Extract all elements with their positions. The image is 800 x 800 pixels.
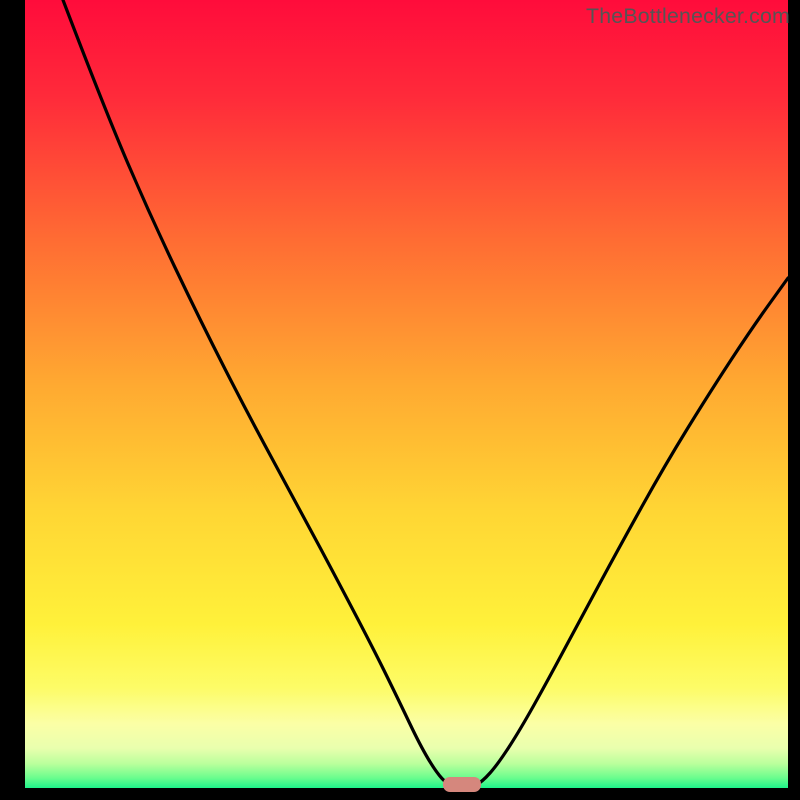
axis-frame-right <box>788 0 800 800</box>
chart-stage: TheBottlenecker.com <box>0 0 800 800</box>
axis-frame-left <box>0 0 25 800</box>
attribution-text: TheBottlenecker.com <box>586 4 790 29</box>
gradient-background <box>0 0 800 800</box>
axis-frame-bottom <box>0 788 800 800</box>
